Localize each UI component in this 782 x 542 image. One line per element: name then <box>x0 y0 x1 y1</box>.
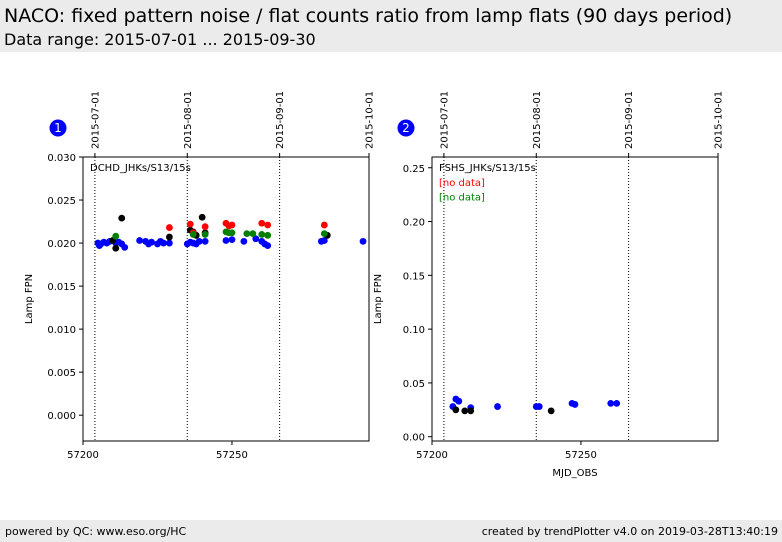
data-point-blue <box>455 397 463 405</box>
data-point-black <box>112 244 120 252</box>
data-point-black <box>198 213 206 221</box>
data-point-blue <box>359 237 367 245</box>
date-tick-label: 2015-07-01 <box>439 91 450 149</box>
footer-created-by: created by trendPlotter v4.0 on 2019-03-… <box>481 525 778 538</box>
data-point-blue <box>121 243 129 251</box>
data-point-green <box>243 230 251 237</box>
data-point-red <box>186 220 194 228</box>
date-tick-label: 2015-08-01 <box>183 91 194 149</box>
x-tick-label: 57200 <box>67 450 99 461</box>
x-tick-label: 57200 <box>416 450 448 461</box>
data-point-green <box>264 231 272 239</box>
plot-badge-label: 1 <box>54 121 62 135</box>
data-point-green <box>249 230 257 237</box>
data-point-red <box>201 223 209 231</box>
data-point-blue <box>320 237 328 244</box>
data-point-green <box>228 229 236 237</box>
footer-bar: powered by QC: www.eso.org/HC created by… <box>0 520 782 542</box>
data-point-red <box>228 221 236 229</box>
page-subtitle: Data range: 2015-07-01 ... 2015-09-30 <box>4 30 316 49</box>
y-tick-label: 0.05 <box>403 379 425 390</box>
data-point-blue <box>160 239 167 247</box>
data-point-black <box>461 407 469 415</box>
page-title: NACO: fixed pattern noise / flat counts … <box>4 5 733 27</box>
data-point-green <box>320 230 328 237</box>
date-tick-label: 2015-09-01 <box>275 91 286 149</box>
data-point-blue <box>264 242 272 250</box>
date-tick-label: 2015-07-01 <box>90 91 101 149</box>
data-point-blue <box>252 235 260 243</box>
data-point-black <box>547 407 555 415</box>
y-axis-label: Lamp FPN <box>373 274 384 324</box>
x-tick-label: 57250 <box>216 450 248 461</box>
data-point-black <box>452 406 460 414</box>
y-tick-label: 0.10 <box>403 325 425 336</box>
data-point-red <box>264 221 272 229</box>
y-tick-label: 0.00 <box>403 433 425 444</box>
data-point-blue <box>535 403 543 410</box>
data-point-blue <box>201 237 209 245</box>
y-tick-label: 0.020 <box>47 239 76 250</box>
data-point-blue <box>136 237 144 244</box>
plot-badge <box>397 119 415 137</box>
x-axis-label: MJD_OBS <box>552 468 597 479</box>
plot-panel-2: 2 2015-07-01 2015-08-01 2015-09-01 2015-10-0… <box>373 91 725 479</box>
date-tick-label: 2015-10-01 <box>714 91 725 149</box>
y-tick-label: 0.15 <box>403 271 425 282</box>
data-point-blue <box>228 236 236 244</box>
y-tick-label: 0.25 <box>403 164 425 175</box>
data-point-blue <box>571 401 579 408</box>
date-tick-label: 2015-09-01 <box>624 91 635 149</box>
x-tick-label: 57250 <box>565 450 597 461</box>
data-point-black <box>165 233 173 241</box>
data-point-blue <box>494 403 501 410</box>
plot-frame <box>82 156 370 442</box>
data-point-red <box>320 221 328 229</box>
plot-panel-1: 1 2015-07-01 2015-08-01 2015-09-01 2015-10-0… <box>24 91 376 461</box>
panel-label: DCHD_JHKs/S13/15s <box>90 163 191 174</box>
data-point-blue <box>240 237 248 245</box>
data-point-green <box>201 231 209 238</box>
data-point-green <box>112 232 120 240</box>
header-bar: NACO: fixed pattern noise / flat counts … <box>0 0 782 52</box>
y-tick-label: 0.005 <box>47 368 76 379</box>
plot-frame <box>431 156 719 442</box>
data-point-black <box>118 214 126 222</box>
y-tick-label: 0.20 <box>403 218 425 229</box>
data-point-blue <box>613 399 621 407</box>
data-point-blue <box>195 237 203 245</box>
footer-powered-by: powered by QC: www.eso.org/HC <box>5 525 187 538</box>
data-point-blue <box>148 238 155 246</box>
no-data-annotation: [no data] <box>439 178 485 189</box>
data-point-green <box>258 231 266 238</box>
y-tick-label: 0.010 <box>47 325 76 336</box>
data-point-blue <box>607 399 615 407</box>
date-tick-label: 2015-08-01 <box>532 91 543 149</box>
y-axis-label: Lamp FPN <box>24 274 35 324</box>
plot-badge-label: 2 <box>402 121 410 135</box>
data-point-blue <box>165 239 173 247</box>
panel-label: FSHS_JHKs/S13/15s <box>439 163 536 174</box>
y-tick-label: 0.000 <box>47 411 76 422</box>
data-point-black <box>467 407 475 415</box>
y-tick-label: 0.015 <box>47 282 76 293</box>
y-tick-label: 0.030 <box>47 153 76 164</box>
data-point-green <box>189 231 197 238</box>
data-point-red <box>258 219 266 227</box>
plot-badge <box>49 119 67 137</box>
data-point-red <box>165 224 173 231</box>
y-tick-label: 0.025 <box>47 196 76 207</box>
no-data-annotation: [no data] <box>439 193 485 204</box>
date-tick-label: 2015-10-01 <box>365 91 376 149</box>
data-point-blue <box>222 237 230 244</box>
